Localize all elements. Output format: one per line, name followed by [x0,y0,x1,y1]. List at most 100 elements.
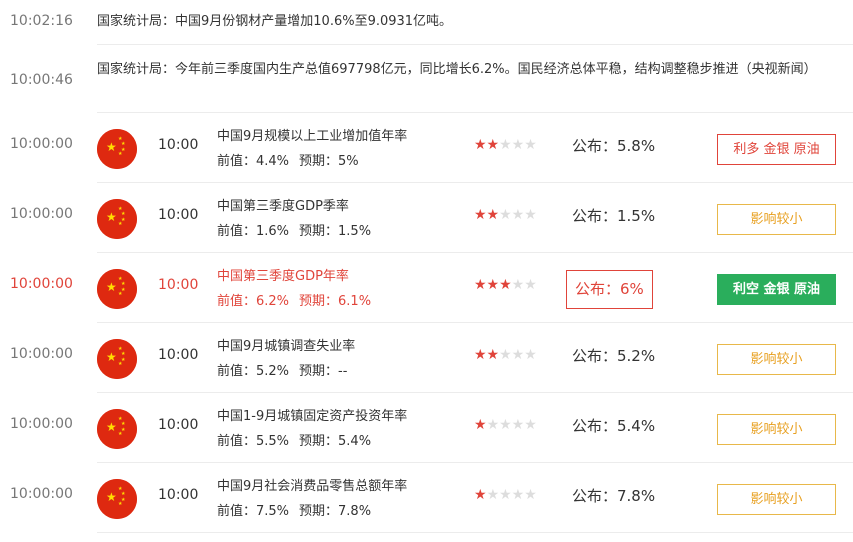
importance-stars: ★★★★★ [474,277,537,293]
divider [97,392,853,393]
svg-text:★: ★ [106,420,117,434]
previous-value: 前值：5.2% [217,364,290,379]
importance-stars: ★★★★★ [474,417,537,433]
svg-text:★: ★ [121,211,126,217]
svg-text:★: ★ [121,357,126,363]
calendar-event-row[interactable]: 10:00:00 ★ ★ ★ ★ ★ 10:00 中国9月城镇调查失业率 前值：5.2%… [0,323,853,393]
forecast-value: 预期：7.8% [299,504,372,519]
previous-value: 前值：6.2% [217,294,290,309]
event-time: 10:00:00 [10,346,73,362]
event-time: 10:00:00 [10,206,73,222]
published-value: 公布：7.8% [572,487,656,505]
event-values: 前值：5.5% 预期：5.4% [217,430,371,449]
calendar-event-row[interactable]: 10:00:00 ★ ★ ★ ★ ★ 10:00 中国9月社会消费品零售总额年率 前值：… [0,463,853,533]
china-flag-icon: ★ ★ ★ ★ ★ [97,129,137,169]
svg-text:★: ★ [106,350,117,364]
china-flag-icon: ★ ★ ★ ★ ★ [97,339,137,379]
svg-text:★: ★ [121,141,126,147]
event-time: 10:00:00 [10,486,73,502]
event-title[interactable]: 中国9月城镇调查失业率 [217,339,356,354]
forecast-value: 预期：6.1% [299,294,372,309]
svg-text:★: ★ [121,497,126,503]
svg-text:★: ★ [118,486,123,492]
importance-stars: ★★★★★ [474,207,537,223]
svg-text:★: ★ [106,490,117,504]
svg-text:★: ★ [118,501,123,507]
calendar-event-row[interactable]: 10:00:00 ★ ★ ★ ★ ★ 10:00 中国9月规模以上工业增加值年率 前值：… [0,113,853,183]
published-value: 公布：5.4% [572,417,656,435]
impact-badge: 影响较小 [717,484,836,515]
svg-text:★: ★ [118,291,123,297]
china-flag-icon: ★ ★ ★ ★ ★ [97,479,137,519]
event-values: 前值：7.5% 预期：7.8% [217,500,371,519]
news-time: 10:00:46 [10,72,73,88]
news-text: 国家统计局：今年前三季度国内生产总值697798亿元，同比增长6.2%。国民经济… [97,62,817,77]
importance-stars: ★★★★★ [474,137,537,153]
divider [97,182,853,183]
publish-time: 10:00 [158,347,199,363]
svg-text:★: ★ [121,281,126,287]
publish-time: 10:00 [158,487,199,503]
divider [97,112,853,113]
event-title[interactable]: 中国9月社会消费品零售总额年率 [217,479,408,494]
svg-text:★: ★ [106,280,117,294]
svg-text:★: ★ [118,361,123,367]
publish-time: 10:00 [158,417,199,433]
publish-time: 10:00 [158,137,199,153]
impact-badge: 利空 金银 原油 [717,274,836,305]
divider [97,252,853,253]
previous-value: 前值：5.5% [217,434,290,449]
china-flag-icon: ★ ★ ★ ★ ★ [97,269,137,309]
svg-text:★: ★ [106,210,117,224]
svg-text:★: ★ [121,217,126,223]
event-title[interactable]: 中国9月规模以上工业增加值年率 [217,129,408,144]
previous-value: 前值：4.4% [217,154,290,169]
svg-text:★: ★ [121,421,126,427]
published-value: 公布：1.5% [572,207,656,225]
event-title[interactable]: 中国第三季度GDP季率 [217,199,349,214]
forecast-value: 预期：5.4% [299,434,372,449]
svg-text:★: ★ [121,427,126,433]
svg-text:★: ★ [106,140,117,154]
svg-text:★: ★ [121,351,126,357]
published-value: 公布：5.2% [572,347,656,365]
event-title[interactable]: 中国1-9月城镇固定资产投资年率 [217,409,408,424]
event-title[interactable]: 中国第三季度GDP年率 [217,269,349,284]
svg-text:★: ★ [121,287,126,293]
forecast-value: 预期：1.5% [299,224,372,239]
calendar-event-row[interactable]: 10:00:00 ★ ★ ★ ★ ★ 10:00 中国第三季度GDP季率 前值：1.6%… [0,183,853,253]
svg-text:★: ★ [118,206,123,212]
calendar-event-row[interactable]: 10:00:00 ★ ★ ★ ★ ★ 10:00 中国第三季度GDP年率 前值：6.2%… [0,253,853,323]
impact-badge: 影响较小 [717,414,836,445]
svg-text:★: ★ [118,416,123,422]
china-flag-icon: ★ ★ ★ ★ ★ [97,199,137,239]
importance-stars: ★★★★★ [474,347,537,363]
divider [97,322,853,323]
calendar-event-row[interactable]: 10:00:00 ★ ★ ★ ★ ★ 10:00 中国1-9月城镇固定资产投资年率 前值… [0,393,853,463]
divider [97,462,853,463]
importance-stars: ★★★★★ [474,487,537,503]
event-time: 10:00:00 [10,416,73,432]
previous-value: 前值：7.5% [217,504,290,519]
impact-badge: 影响较小 [717,344,836,375]
event-values: 前值：6.2% 预期：6.1% [217,290,371,309]
published-value: 公布：6% [566,270,653,309]
news-item[interactable]: 10:00:46 国家统计局：今年前三季度国内生产总值697798亿元，同比增长… [0,45,853,112]
svg-text:★: ★ [118,346,123,352]
divider [97,532,853,533]
svg-text:★: ★ [118,221,123,227]
divider [97,44,853,45]
news-item[interactable]: 10:02:16 国家统计局：中国9月份钢材产量增加10.6%至9.0931亿吨… [0,0,853,44]
china-flag-icon: ★ ★ ★ ★ ★ [97,409,137,449]
event-values: 前值：1.6% 预期：1.5% [217,220,371,239]
news-time: 10:02:16 [10,13,73,29]
impact-badge: 利多 金银 原油 [717,134,836,165]
forecast-value: 预期：-- [299,364,348,379]
published-value: 公布：5.8% [572,137,656,155]
svg-text:★: ★ [118,151,123,157]
svg-text:★: ★ [118,136,123,142]
event-values: 前值：5.2% 预期：-- [217,360,347,379]
news-text: 国家统计局：中国9月份钢材产量增加10.6%至9.0931亿吨。 [97,14,453,29]
svg-text:★: ★ [118,431,123,437]
impact-badge: 影响较小 [717,204,836,235]
